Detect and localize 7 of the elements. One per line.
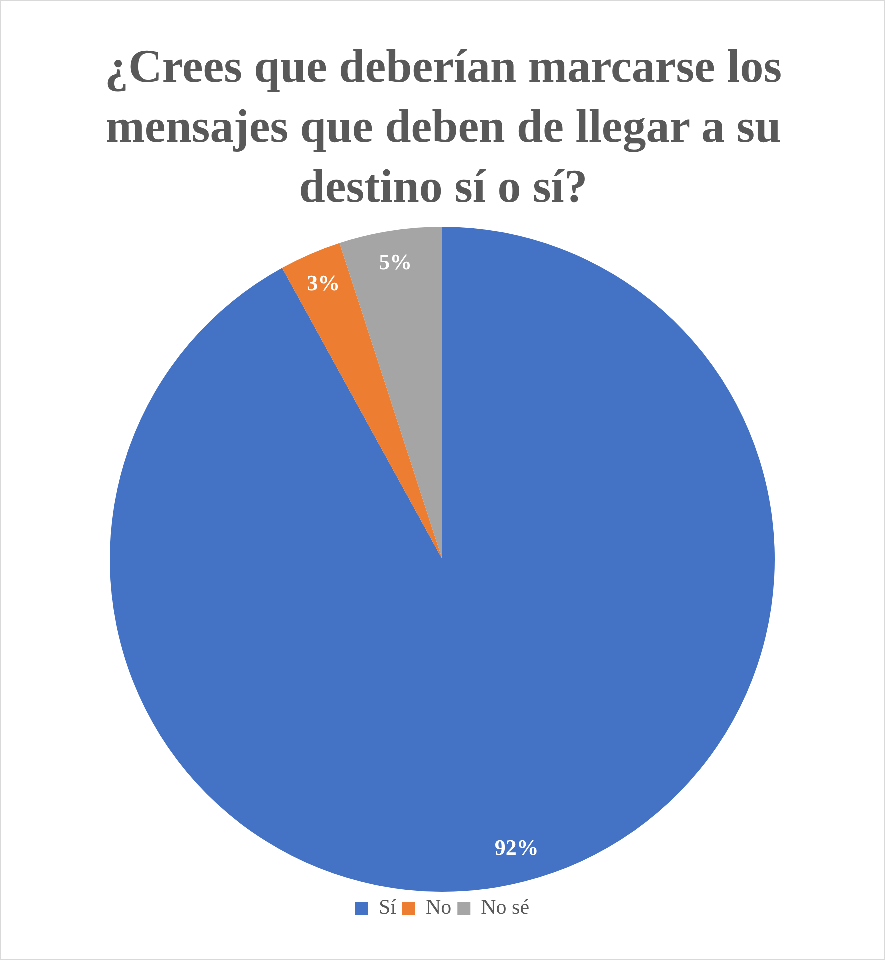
legend-label: Sí xyxy=(378,895,397,920)
legend-label: No sé xyxy=(481,895,530,920)
chart-title: ¿Crees que deberían marcarse los mensajes que deben de llegar a su destino sí o sí? xyxy=(104,40,784,215)
data-label: 92% xyxy=(494,835,539,860)
legend-label: No xyxy=(426,895,452,920)
data-label: 3% xyxy=(307,270,340,296)
data-label: 5% xyxy=(379,250,412,275)
